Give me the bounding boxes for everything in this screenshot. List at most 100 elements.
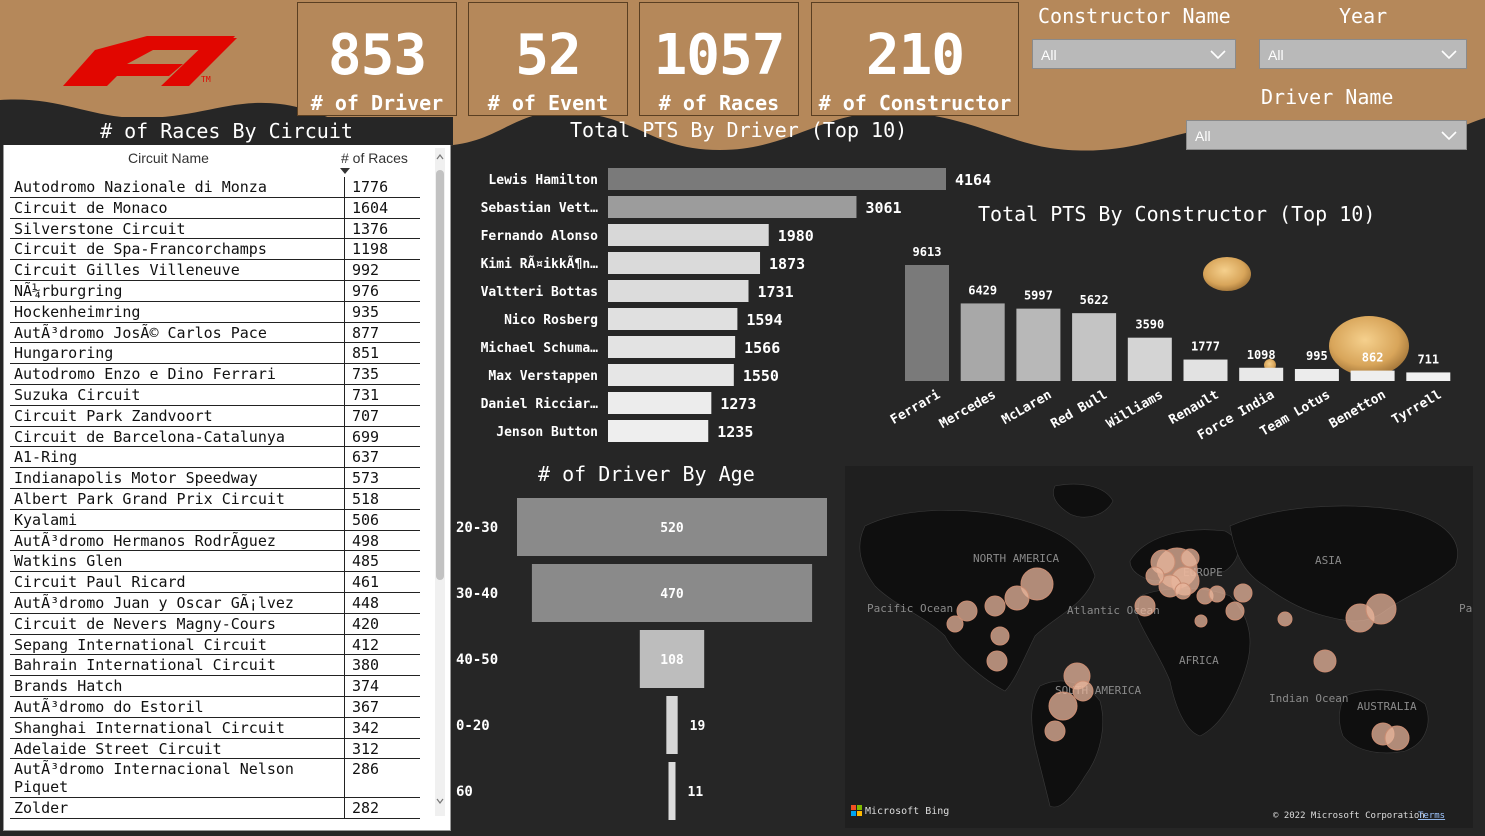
- table-row[interactable]: Circuit Park Zandvoort 707: [10, 405, 420, 427]
- kpi-label: # of Driver: [310, 91, 444, 115]
- circuit-name-cell: Circuit de Monaco: [14, 198, 168, 217]
- driver-tick-label: Fernando Alonso: [481, 229, 599, 244]
- scroll-thumb[interactable]: [436, 170, 444, 580]
- table-row[interactable]: Watkins Glen 485: [10, 551, 420, 573]
- table-row[interactable]: Circuit Paul Ricard 461: [10, 572, 420, 593]
- age-funnel-bar[interactable]: [668, 762, 676, 820]
- circuit-bubble[interactable]: [986, 650, 1008, 672]
- table-row[interactable]: AutÃ³dromo Juan y Oscar GÃ¡lvez 448: [10, 592, 420, 614]
- age-funnel-bar[interactable]: [517, 498, 827, 556]
- table-row[interactable]: AutÃ³dromo Internacional Nelson Piquet 28…: [10, 759, 420, 799]
- constructor-bar[interactable]: [1350, 370, 1395, 381]
- circuit-bubble[interactable]: [956, 600, 978, 622]
- constructor-bar[interactable]: [1127, 337, 1172, 381]
- circuit-bubble[interactable]: [1194, 614, 1208, 628]
- circuit-bubble[interactable]: [1365, 593, 1397, 625]
- table-row[interactable]: Shanghai International Circuit 342: [10, 717, 420, 739]
- circuit-bubble[interactable]: [1180, 548, 1200, 568]
- map-label: Pacific Ocean: [867, 602, 953, 615]
- table-row[interactable]: Circuit Gilles Villeneuve 992: [10, 260, 420, 281]
- table-row[interactable]: Circuit de Nevers Magny-Cours 420: [10, 613, 420, 635]
- map-label: Pa Oc: [1459, 602, 1473, 615]
- circuit-bubble[interactable]: [984, 595, 1006, 617]
- driver-bar[interactable]: [608, 224, 769, 246]
- circuit-bubble[interactable]: [1174, 582, 1192, 600]
- race-count-cell: 448: [352, 593, 380, 612]
- circuit-bubble[interactable]: [1225, 601, 1245, 621]
- driver-bar[interactable]: [608, 196, 857, 218]
- driver-bar[interactable]: [608, 168, 946, 190]
- constructor-bar[interactable]: [1183, 359, 1228, 381]
- table-row[interactable]: Autodromo Enzo e Dino Ferrari 735: [10, 364, 420, 385]
- table-row[interactable]: AutÃ³dromo Hermanos RodrÃguez 498: [10, 530, 420, 552]
- circuit-bubble[interactable]: [990, 626, 1010, 646]
- circuit-bubble[interactable]: [1048, 691, 1078, 721]
- race-count-cell: 312: [352, 739, 380, 758]
- column-header-races[interactable]: # of Races: [341, 150, 408, 166]
- table-row[interactable]: Indianapolis Motor Speedway 573: [10, 468, 420, 489]
- table-row[interactable]: Circuit de Barcelona-Catalunya 699: [10, 426, 420, 448]
- driver-bar[interactable]: [608, 364, 734, 386]
- table-row[interactable]: Circuit de Spa-Francorchamps 1198: [10, 239, 420, 261]
- driver-tick-label: Kimi RÃ¤ikkÃ¶n…: [481, 256, 599, 272]
- driver-bar[interactable]: [608, 420, 709, 442]
- table-row[interactable]: AutÃ³dromo do Estoril 367: [10, 696, 420, 718]
- driver-bar[interactable]: [608, 392, 712, 414]
- constructor-bar[interactable]: [1239, 367, 1284, 381]
- table-row[interactable]: Sepang International Circuit 412: [10, 634, 420, 656]
- circuit-bubble[interactable]: [1277, 611, 1293, 627]
- circuit-bubble[interactable]: [1134, 595, 1156, 617]
- constructor-bar[interactable]: [1294, 368, 1339, 381]
- table-row[interactable]: Silverstone Circuit 1376: [10, 218, 420, 240]
- table-row[interactable]: Hockenheimring 935: [10, 301, 420, 323]
- circuit-bubble[interactable]: [1384, 725, 1410, 751]
- driver-bar[interactable]: [608, 308, 738, 330]
- table-row[interactable]: Hungaroring 851: [10, 343, 420, 365]
- circuit-bubble[interactable]: [1044, 720, 1066, 742]
- driver-bar[interactable]: [608, 252, 761, 274]
- world-map[interactable]: NORTH AMERICA EUROPE ASIA Pacific Ocean …: [845, 466, 1473, 828]
- constructor-slicer[interactable]: All: [1032, 39, 1236, 69]
- circuit-bubble[interactable]: [1072, 680, 1094, 702]
- table-row[interactable]: A1-Ring 637: [10, 447, 420, 469]
- circuit-bubble[interactable]: [1145, 566, 1165, 586]
- circuit-bubble[interactable]: [1313, 649, 1337, 673]
- table-row[interactable]: Brands Hatch 374: [10, 676, 420, 697]
- driver-bar[interactable]: [608, 336, 736, 358]
- table-row[interactable]: Albert Park Grand Prix Circuit 518: [10, 488, 420, 510]
- table-row[interactable]: Suzuka Circuit 731: [10, 384, 420, 406]
- constructor-bar[interactable]: [1072, 313, 1117, 381]
- age-funnel-bar[interactable]: [666, 696, 678, 754]
- table-row[interactable]: NÃ¼rburgring 976: [10, 280, 420, 302]
- scroll-down-icon[interactable]: [436, 798, 444, 804]
- year-slicer[interactable]: All: [1259, 39, 1467, 69]
- table-row[interactable]: Adelaide Street Circuit 312: [10, 738, 420, 760]
- column-header-circuit-name[interactable]: Circuit Name: [128, 150, 209, 166]
- constructor-bar[interactable]: [905, 265, 949, 381]
- circuit-bubble[interactable]: [1004, 585, 1030, 611]
- constructor-data-label: 862: [1362, 351, 1384, 365]
- circuit-bubble[interactable]: [1233, 583, 1253, 603]
- circuit-bubble[interactable]: [1020, 567, 1054, 601]
- table-scrollbar[interactable]: [435, 148, 445, 816]
- map-terms-link[interactable]: Terms: [1418, 811, 1445, 821]
- table-row[interactable]: Circuit de Monaco 1604: [10, 197, 420, 219]
- driver-bar[interactable]: [608, 280, 749, 302]
- table-row[interactable]: Autodromo Nazionale di Monza 1776: [10, 177, 420, 198]
- table-row[interactable]: Zolder 282: [10, 798, 420, 820]
- driver-slicer[interactable]: All: [1186, 120, 1467, 150]
- circuit-bubble[interactable]: [946, 615, 964, 633]
- scroll-up-icon[interactable]: [436, 154, 444, 160]
- constructor-bar[interactable]: [1016, 308, 1061, 381]
- circuit-map[interactable]: NORTH AMERICA EUROPE ASIA Pacific Ocean …: [845, 466, 1473, 828]
- age-funnel-bar[interactable]: [531, 564, 813, 622]
- constructor-bar[interactable]: [960, 303, 1005, 381]
- table-row[interactable]: Kyalami 506: [10, 509, 420, 531]
- race-count-cell: 367: [352, 697, 380, 716]
- table-row[interactable]: Bahrain International Circuit 380: [10, 655, 420, 677]
- circuit-name-cell: Hockenheimring: [14, 302, 141, 321]
- table-row[interactable]: AutÃ³dromo JosÃ© Carlos Pace 877: [10, 322, 420, 344]
- constructor-bar[interactable]: [1406, 372, 1451, 381]
- age-funnel-bar[interactable]: [639, 630, 705, 688]
- circuit-bubble[interactable]: [1208, 585, 1226, 603]
